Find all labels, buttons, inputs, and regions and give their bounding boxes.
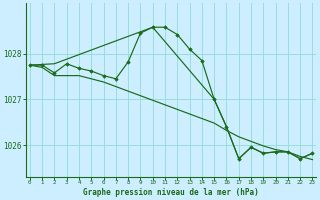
X-axis label: Graphe pression niveau de la mer (hPa): Graphe pression niveau de la mer (hPa) [83,188,259,197]
